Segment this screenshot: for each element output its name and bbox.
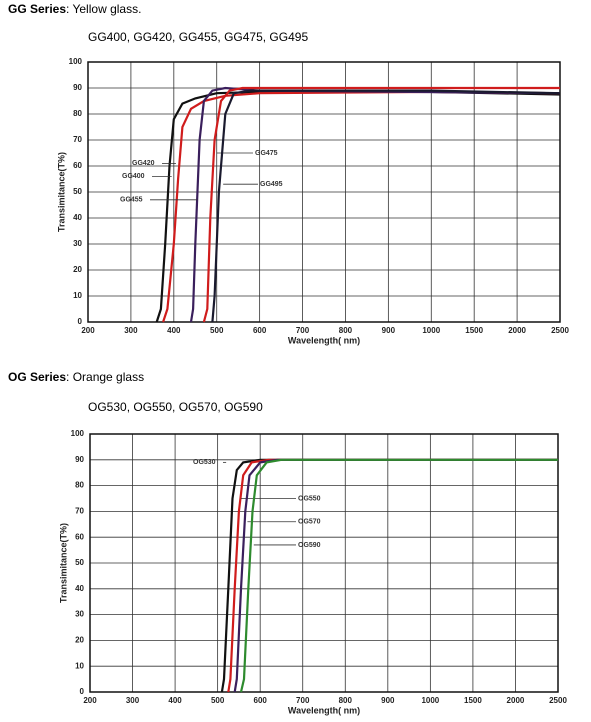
x-tick-label: 900 bbox=[381, 696, 395, 705]
heading: GG Series: Yellow glass. bbox=[8, 2, 141, 16]
y-tick-label: 80 bbox=[75, 481, 84, 490]
y-tick-label: 20 bbox=[75, 636, 84, 645]
series-line bbox=[211, 89, 561, 323]
x-tick-label: 1500 bbox=[465, 326, 483, 335]
y-tick-label: 70 bbox=[73, 135, 82, 144]
y-tick-label: 30 bbox=[75, 610, 84, 619]
y-axis-title: Transimitance(T%) bbox=[56, 152, 66, 232]
curve-label: GG400 bbox=[122, 173, 145, 180]
y-tick-label: 80 bbox=[73, 109, 82, 118]
x-tick-label: 600 bbox=[253, 326, 267, 335]
curve-label: OG550 bbox=[298, 495, 321, 502]
x-tick-label: 1000 bbox=[422, 326, 440, 335]
series-line bbox=[233, 458, 558, 693]
y-tick-label: 40 bbox=[75, 584, 84, 593]
x-tick-label: 500 bbox=[210, 326, 224, 335]
y-tick-label: 60 bbox=[73, 161, 82, 170]
x-tick-label: 2500 bbox=[551, 326, 569, 335]
curve-label: GG475 bbox=[255, 150, 278, 157]
heading: OG Series: Orange glass bbox=[8, 370, 144, 384]
x-tick-label: 500 bbox=[211, 696, 225, 705]
x-tick-label: 900 bbox=[382, 326, 396, 335]
y-tick-label: 100 bbox=[71, 429, 85, 438]
x-tick-label: 300 bbox=[124, 326, 138, 335]
curve-label: OG570 bbox=[298, 519, 321, 526]
series-line bbox=[220, 458, 558, 693]
x-tick-label: 700 bbox=[296, 326, 310, 335]
series-line bbox=[239, 458, 558, 693]
x-tick-label: 2500 bbox=[549, 696, 567, 705]
x-axis-title: Wavelength( nm) bbox=[288, 335, 360, 345]
y-tick-label: 70 bbox=[75, 507, 84, 516]
caption: GG400, GG420, GG455, GG475, GG495 bbox=[88, 30, 308, 44]
heading-title: OG Series bbox=[8, 370, 66, 384]
series-line bbox=[202, 86, 560, 323]
x-tick-label: 400 bbox=[167, 326, 181, 335]
y-tick-label: 90 bbox=[75, 455, 84, 464]
x-tick-label: 400 bbox=[168, 696, 182, 705]
heading-title: GG Series bbox=[8, 2, 66, 16]
y-tick-label: 100 bbox=[69, 57, 83, 66]
curve-label: OG530 bbox=[193, 459, 216, 466]
x-tick-label: 600 bbox=[254, 696, 268, 705]
x-tick-label: 700 bbox=[296, 696, 310, 705]
curve-label: GG495 bbox=[260, 181, 283, 188]
x-tick-label: 800 bbox=[339, 696, 353, 705]
x-tick-label: 1500 bbox=[464, 696, 482, 705]
y-axis-title: Transimitance(T%) bbox=[58, 523, 68, 603]
y-tick-label: 90 bbox=[73, 83, 82, 92]
x-tick-label: 1000 bbox=[421, 696, 439, 705]
caption: OG530, OG550, OG570, OG590 bbox=[88, 400, 263, 414]
x-tick-label: 300 bbox=[126, 696, 140, 705]
x-tick-label: 800 bbox=[339, 326, 353, 335]
x-axis-title: Wavelength( nm) bbox=[288, 705, 360, 715]
curve-label: GG420 bbox=[132, 160, 155, 167]
y-tick-label: 40 bbox=[73, 213, 82, 222]
plot-frame bbox=[87, 61, 561, 323]
curve-label: GG455 bbox=[120, 197, 143, 204]
heading-subtitle: : Yellow glass. bbox=[66, 2, 141, 16]
curve-label: OG590 bbox=[298, 542, 321, 549]
x-tick-label: 2000 bbox=[507, 696, 525, 705]
y-tick-label: 30 bbox=[73, 239, 82, 248]
y-tick-label: 60 bbox=[75, 532, 84, 541]
x-tick-label: 2000 bbox=[508, 326, 526, 335]
heading-subtitle: : Orange glass bbox=[66, 370, 144, 384]
y-tick-label: 50 bbox=[75, 558, 84, 567]
series-line bbox=[162, 90, 561, 323]
x-tick-label: 200 bbox=[81, 326, 95, 335]
y-tick-label: 50 bbox=[73, 187, 82, 196]
series-line bbox=[189, 86, 561, 323]
y-tick-label: 20 bbox=[73, 265, 82, 274]
y-tick-label: 10 bbox=[73, 291, 82, 300]
x-tick-label: 200 bbox=[83, 696, 97, 705]
chart: GG Series: Yellow glass. GG400, GG420, GG… bbox=[8, 2, 569, 345]
y-tick-label: 0 bbox=[78, 317, 83, 326]
y-tick-label: 0 bbox=[80, 687, 85, 696]
series-line bbox=[227, 458, 558, 693]
plot-frame bbox=[89, 433, 559, 693]
chart: OG Series: Orange glass OG530, OG550, OG5… bbox=[8, 370, 567, 715]
y-tick-label: 10 bbox=[75, 661, 84, 670]
